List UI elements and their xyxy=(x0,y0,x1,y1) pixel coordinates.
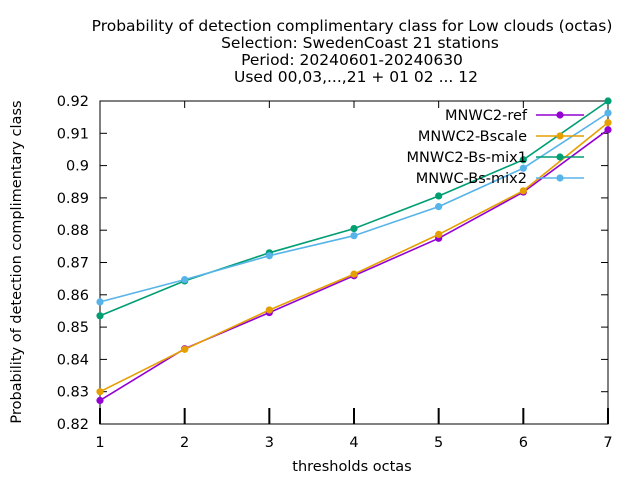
y-tick-label: 0.84 xyxy=(57,352,89,368)
data-point xyxy=(265,306,273,314)
y-tick-label: 0.86 xyxy=(57,288,89,304)
legend-label: MNWC2-ref xyxy=(445,108,528,124)
x-tick-label: 1 xyxy=(95,435,104,451)
legend-entry-4: MNWC-Bs-mix2 xyxy=(416,171,584,187)
x-tick-label: 2 xyxy=(180,435,189,451)
legend-marker xyxy=(556,174,564,182)
data-point xyxy=(265,252,273,260)
y-tick-label: 0.82 xyxy=(57,417,89,433)
chart-title: Probability of detection complimentary c… xyxy=(92,17,613,86)
data-point xyxy=(604,97,612,105)
data-point xyxy=(96,388,104,396)
legend-entry-1: MNWC2-ref xyxy=(445,108,584,124)
x-tick-label: 6 xyxy=(519,435,528,451)
data-point xyxy=(350,270,358,278)
legend-label: MNWC-Bs-mix2 xyxy=(416,171,527,187)
x-tick-label: 7 xyxy=(603,435,612,451)
data-point xyxy=(96,298,104,306)
data-point xyxy=(350,232,358,240)
legend-marker xyxy=(556,132,564,140)
y-axis-label: Probability of detection complimentary c… xyxy=(9,100,25,423)
y-tick-label: 0.92 xyxy=(57,94,89,110)
data-point xyxy=(435,203,443,211)
data-point xyxy=(181,345,189,353)
legend-label: MNWC2-Bscale xyxy=(418,129,527,145)
data-point xyxy=(604,119,612,127)
legend-entry-2: MNWC2-Bscale xyxy=(418,129,584,145)
data-point xyxy=(519,187,527,195)
series-line xyxy=(99,100,609,317)
x-tick-label: 4 xyxy=(349,435,358,451)
title-line-2: Selection: SwedenCoast 21 stations xyxy=(221,34,499,52)
data-point xyxy=(96,312,104,320)
y-tick-label: 0.83 xyxy=(57,385,89,401)
legend: MNWC2-ref MNWC2-Bscale MNWC2-Bs-mix1 MNWC-B… xyxy=(407,108,584,187)
legend-label: MNWC2-Bs-mix1 xyxy=(407,150,527,166)
data-point xyxy=(350,224,358,233)
data-point xyxy=(181,276,189,284)
series-line xyxy=(99,129,609,402)
title-line-3: Period: 20240601-20240630 xyxy=(241,51,463,69)
y-tick-label: 0.85 xyxy=(57,320,89,336)
series-layer xyxy=(96,97,612,405)
y-tick-label: 0.89 xyxy=(57,191,89,207)
data-point xyxy=(519,164,527,172)
title-line-4: Used 00,03,...,21 + 01 02 ... 12 xyxy=(234,68,478,86)
data-point xyxy=(519,156,527,164)
series-1 xyxy=(96,126,612,405)
data-point xyxy=(435,192,443,200)
data-point xyxy=(435,230,443,238)
legend-marker xyxy=(556,153,564,161)
x-axis: 1 2 3 4 5 6 7 xyxy=(95,101,613,451)
data-point xyxy=(96,396,104,405)
x-tick-label: 5 xyxy=(434,435,443,451)
x-axis-label: thresholds octas xyxy=(292,459,411,475)
y-tick-label: 0.88 xyxy=(57,223,89,239)
x-tick-label: 3 xyxy=(265,435,274,451)
data-point xyxy=(604,109,612,117)
y-tick-label: 0.87 xyxy=(57,256,89,272)
plot-frame xyxy=(99,100,609,425)
legend-marker xyxy=(556,111,564,119)
title-line-1: Probability of detection complimentary c… xyxy=(92,17,613,35)
y-axis: 0.82 0.83 0.84 0.85 0.86 0.87 0.88 0.89 0.9 0.91 0… xyxy=(57,94,608,433)
data-point xyxy=(604,126,612,134)
series-3 xyxy=(96,97,612,320)
legend-entry-3: MNWC2-Bs-mix1 xyxy=(407,150,584,166)
series-2 xyxy=(96,119,612,396)
series-4 xyxy=(96,109,612,306)
y-tick-label: 0.91 xyxy=(57,126,89,142)
y-tick-label: 0.9 xyxy=(66,159,89,175)
